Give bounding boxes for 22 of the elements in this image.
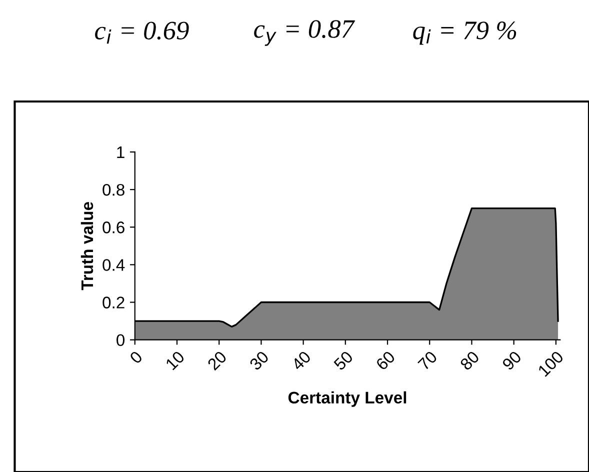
x-tick-label: 30: [248, 350, 270, 371]
y-tick-label: 0: [116, 334, 125, 346]
x-tick-label: 60: [375, 350, 396, 371]
x-axis-title: Certainty Level: [288, 391, 406, 407]
y-tick-label: 0.8: [102, 184, 124, 196]
x-tick-label: 20: [206, 350, 228, 371]
text: q$_{i}$ = 79 %: [413, 22, 516, 45]
x-tick-label: 50: [333, 350, 354, 371]
x-tick-label: 0: [129, 350, 144, 364]
y-tick-label: 0.2: [102, 296, 124, 308]
x-tick-label: 90: [502, 350, 522, 371]
y-axis-title: Truth value: [80, 202, 94, 290]
x-tick-label: 100: [537, 350, 564, 377]
x-tick-label: 80: [459, 350, 480, 371]
y-tick-label: 0.4: [102, 259, 125, 271]
y-tick-label: 0.6: [102, 222, 124, 234]
text: c$_{y}$ = 0.87: [254, 20, 355, 46]
x-tick-label: 70: [417, 350, 438, 371]
x-tick-label: 40: [290, 350, 312, 372]
text: c$_{i}$ = 0.69: [95, 22, 189, 44]
y-tick-label: 1: [117, 146, 124, 158]
x-tick-label: 10: [165, 350, 186, 370]
